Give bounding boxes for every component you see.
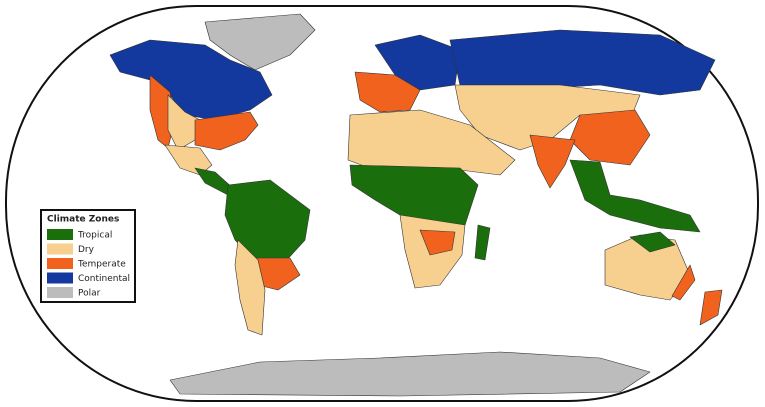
legend: Climate Zones Tropical Dry Temperate Contin… <box>40 209 136 303</box>
legend-label: Tropical <box>77 231 112 241</box>
new-zealand <box>699 289 723 326</box>
legend-swatch <box>47 287 73 298</box>
greenland <box>204 13 316 71</box>
legend-title: Climate Zones <box>47 215 119 225</box>
legend-swatch <box>47 258 73 269</box>
legend-swatch <box>47 229 73 240</box>
legend-label: Polar <box>78 289 101 299</box>
legend-box <box>40 209 136 303</box>
legend-swatch <box>47 272 73 284</box>
north-australia <box>629 231 676 253</box>
antarctica <box>169 351 651 397</box>
legend-label: Temperate <box>77 260 126 270</box>
central-asia <box>454 84 641 151</box>
south-africa-temperate <box>419 229 456 256</box>
us-east <box>194 111 259 151</box>
land-masses <box>109 13 723 397</box>
west-europe <box>354 71 421 113</box>
madagascar <box>474 224 491 261</box>
north-africa <box>347 109 516 176</box>
india <box>529 134 576 189</box>
legend-swatch <box>47 243 73 255</box>
southeast-asia <box>569 159 701 233</box>
legend-label: Dry <box>78 245 95 255</box>
south-america-dry <box>234 239 266 336</box>
legend-label: Continental <box>78 274 130 284</box>
east-australia <box>671 264 696 301</box>
